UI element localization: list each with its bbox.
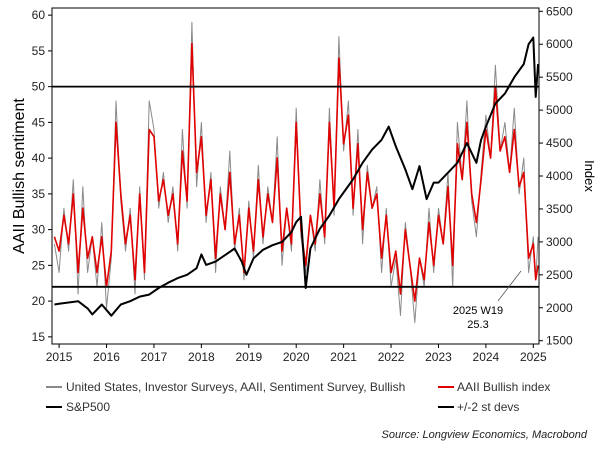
left-axis: 15 20 25 30 35 40 45 50 55 60 <box>32 8 52 344</box>
x-axis: 2015 2016 2017 2018 2019 2020 2021 2022 2023 2024… <box>46 344 547 364</box>
x-tick-label: 2025 <box>520 350 547 364</box>
legend-label-bullish-index: AAII Bullish index <box>457 380 550 394</box>
left-tick-label: 20 <box>32 294 46 308</box>
std-dev-lines <box>52 85 539 288</box>
left-tick-label: 60 <box>32 8 46 22</box>
x-tick-label: 2022 <box>378 350 405 364</box>
right-tick-label: 4500 <box>546 136 573 150</box>
x-tick-label: 2024 <box>473 350 500 364</box>
series-layer <box>53 21 539 324</box>
right-tick-label: 5000 <box>546 103 573 117</box>
right-tick-label: 1500 <box>546 334 573 348</box>
annotation-label-value: 25.3 <box>467 319 488 331</box>
series-line-2 <box>54 36 539 317</box>
right-tick-label: 3500 <box>546 202 573 216</box>
right-axis-label: Index <box>582 160 597 192</box>
left-tick-label: 40 <box>32 151 46 165</box>
right-tick-label: 6500 <box>546 4 573 18</box>
x-tick-label: 2023 <box>425 350 452 364</box>
legend-label-survey: United States, Investor Surveys, AAII, S… <box>66 380 405 394</box>
series-line-1 <box>53 42 539 302</box>
left-tick-label: 35 <box>32 187 46 201</box>
right-axis: 1500 2000 2500 3000 3500 4000 4500 5000 5500 6000… <box>539 4 573 348</box>
left-tick-label: 45 <box>32 115 46 129</box>
x-tick-label: 2020 <box>283 350 310 364</box>
right-tick-label: 3000 <box>546 235 573 249</box>
x-tick-label: 2018 <box>188 350 215 364</box>
left-tick-label: 55 <box>32 44 46 58</box>
x-tick-label: 2019 <box>235 350 262 364</box>
x-tick-label: 2017 <box>141 350 168 364</box>
source-note: Source: Longview Economics, Macrobond <box>382 429 588 441</box>
right-tick-label: 2500 <box>546 268 573 282</box>
legend-label-stdev: +/-2 st devs <box>457 400 519 414</box>
left-tick-label: 50 <box>32 80 46 94</box>
right-tick-label: 2000 <box>546 301 573 315</box>
x-tick-label: 2015 <box>46 350 73 364</box>
legend: United States, Investor Surveys, AAII, S… <box>46 380 550 414</box>
right-tick-label: 4000 <box>546 169 573 183</box>
left-tick-label: 15 <box>32 330 46 344</box>
right-tick-label: 5500 <box>546 70 573 84</box>
left-axis-label: AAII Bullish sentiment <box>11 98 28 254</box>
annotation-arrow <box>497 270 522 302</box>
legend-label-sp500: S&P500 <box>66 400 110 414</box>
left-tick-label: 25 <box>32 258 46 272</box>
left-tick-label: 30 <box>32 223 46 237</box>
annotation-label-week: 2025 W19 <box>453 305 503 317</box>
x-tick-label: 2021 <box>330 350 357 364</box>
right-tick-label: 6000 <box>546 37 573 51</box>
annotation: 2025 W19 25.3 <box>453 270 522 331</box>
x-tick-label: 2016 <box>93 350 120 364</box>
